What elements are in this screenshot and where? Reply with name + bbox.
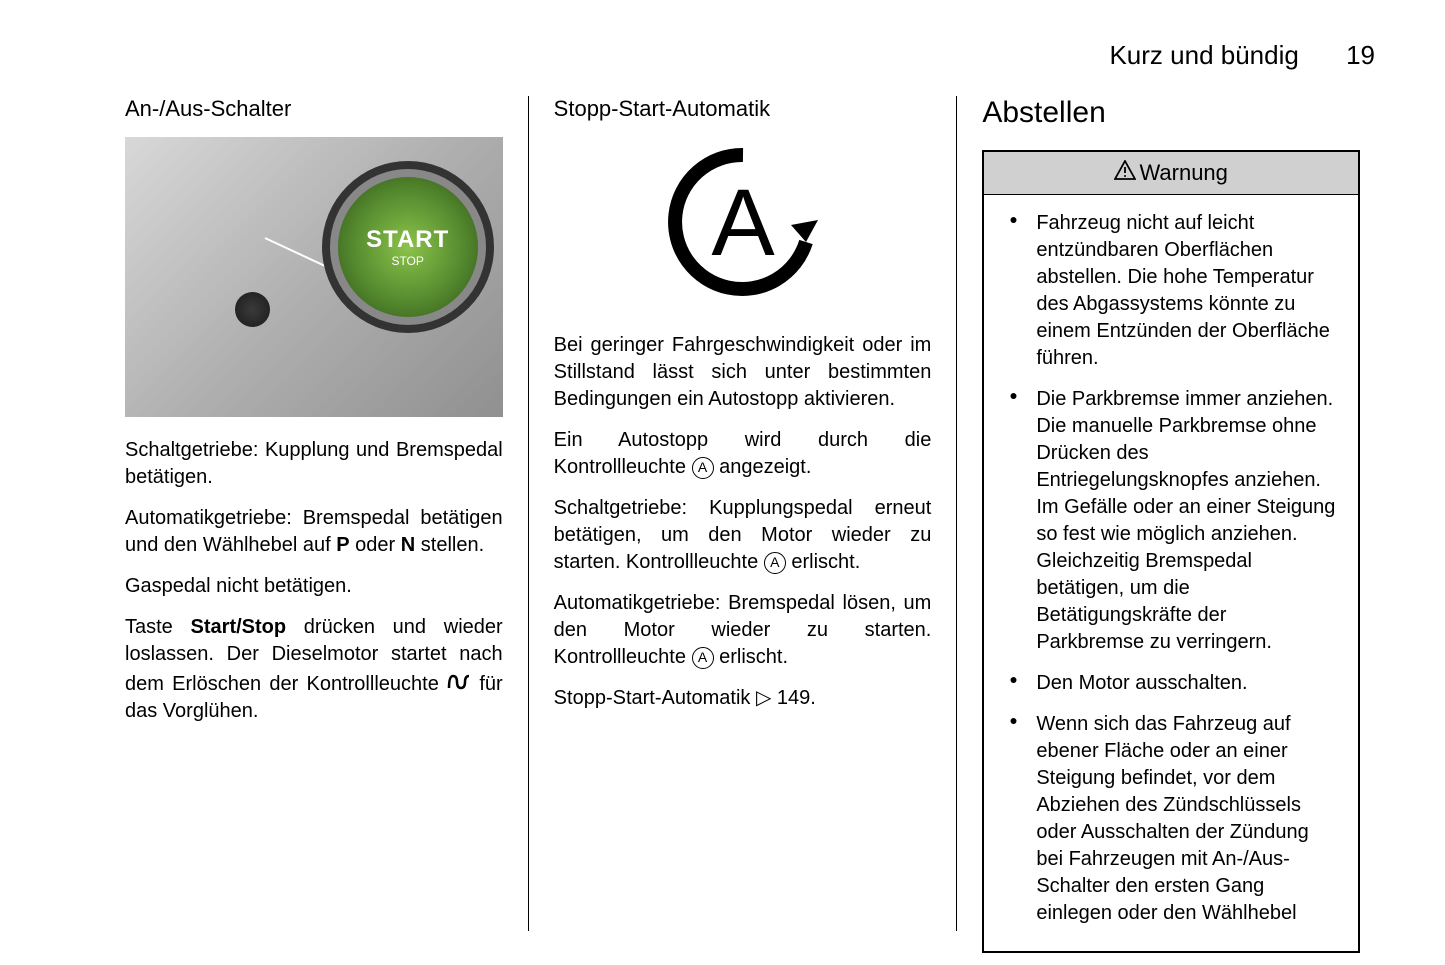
warning-body: Fahrzeug nicht auf leicht entzündbaren O… — [984, 195, 1358, 951]
col1-p2-bold1: P — [336, 534, 349, 556]
warning-item-4: Wenn sich das Fahrzeug auf ebener Fläche… — [1004, 711, 1338, 927]
start-label: START — [366, 226, 449, 254]
col1-p4: Taste Start/Stop drücken und wieder losl… — [125, 614, 503, 725]
col2-p5: Stopp-Start-Automatik ▷ 149. — [554, 685, 932, 712]
col1-p2-text2: oder — [350, 534, 401, 556]
col2-p3-text1: Schaltgetriebe: Kupplungspedal erneut be… — [554, 497, 932, 573]
col2-p2: Ein Autostopp wird durch die Kontrollleu… — [554, 427, 932, 481]
warning-item-3: Den Motor ausschalten. — [1004, 670, 1338, 697]
col1-p2-text3: stellen. — [415, 534, 484, 556]
col2-p3-text2: erlischt. — [786, 551, 860, 573]
col2-p3: Schaltgetriebe: Kupplungspedal erneut be… — [554, 495, 932, 576]
page-number: 19 — [1346, 40, 1375, 71]
col1-p1: Schaltgetriebe: Kupplung und Bremspedal … — [125, 437, 503, 491]
col1-p2: Automatikgetriebe: Bremspedal betätigen … — [125, 505, 503, 559]
autostop-icon: A — [658, 137, 828, 307]
col1-heading: An-/Aus-Schalter — [125, 96, 503, 122]
start-stop-button-illustration: START STOP — [125, 137, 503, 417]
page-container: Kurz und bündig 19 An-/Aus-Schalter STAR… — [0, 0, 1445, 965]
stop-label: STOP — [391, 254, 423, 268]
autostop-indicator-icon: A — [692, 457, 714, 479]
chapter-title: Kurz und bündig — [1109, 40, 1298, 71]
autostop-indicator-icon-3: A — [692, 647, 714, 669]
column-1: An-/Aus-Schalter START STOP Schaltgetrie… — [100, 96, 529, 931]
warning-triangle-icon — [1114, 160, 1136, 186]
col2-heading: Stopp-Start-Automatik — [554, 96, 932, 122]
col2-p1: Bei geringer Fahrgeschwindigkeit oder im… — [554, 332, 932, 413]
warning-box: Warnung Fahrzeug nicht auf leicht entzün… — [982, 150, 1360, 953]
col1-p4-text1: Taste — [125, 616, 191, 638]
col3-heading: Abstellen — [982, 96, 1360, 130]
col1-p3: Gaspedal nicht betätigen. — [125, 573, 503, 600]
column-2: Stopp-Start-Automatik A Bei geringer Fah… — [529, 96, 958, 931]
col2-p2-text2: angezeigt. — [714, 456, 812, 478]
col2-p4: Automatikgetriebe: Bremspedal lösen, um … — [554, 590, 932, 671]
start-stop-button-closeup: START STOP — [338, 177, 478, 317]
warning-header: Warnung — [984, 152, 1358, 195]
col1-p2-bold2: N — [401, 534, 415, 556]
small-ignition-button — [235, 292, 270, 327]
autostop-symbol-container: A — [554, 137, 932, 307]
autostop-indicator-icon-2: A — [764, 552, 786, 574]
page-header: Kurz und bündig 19 — [100, 40, 1385, 71]
preheat-icon — [447, 668, 471, 698]
col1-p4-bold: Start/Stop — [191, 616, 287, 638]
warning-item-1: Fahrzeug nicht auf leicht entzündbaren O… — [1004, 210, 1338, 372]
warning-list: Fahrzeug nicht auf leicht entzündbaren O… — [1004, 210, 1338, 927]
warning-label: Warnung — [1139, 160, 1227, 185]
content-columns: An-/Aus-Schalter START STOP Schaltgetrie… — [100, 96, 1385, 931]
col2-p4-text2: erlischt. — [714, 646, 788, 668]
warning-item-2: Die Parkbremse immer anziehen. Die manue… — [1004, 386, 1338, 656]
column-3: Abstellen Warnung Fahrzeug nicht auf lei… — [957, 96, 1385, 931]
svg-text:A: A — [711, 170, 775, 276]
